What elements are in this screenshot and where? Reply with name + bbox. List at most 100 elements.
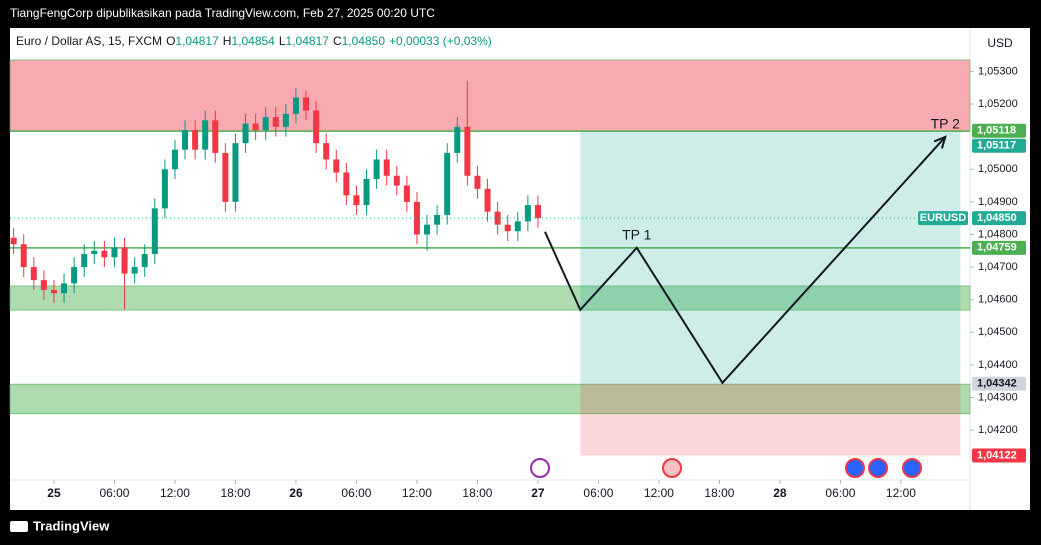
currency: USD xyxy=(987,36,1013,50)
candle-body xyxy=(71,267,78,284)
price-label-box xyxy=(972,211,1026,226)
candle-body xyxy=(272,117,279,127)
y-tick-label: 1,04900 xyxy=(978,196,1018,208)
x-tick-label: 06:00 xyxy=(99,486,129,500)
x-tick-label: 25 xyxy=(47,486,61,500)
y-tick-label: 1,04200 xyxy=(978,424,1018,436)
ohlc-key: C xyxy=(333,34,342,48)
candle-body xyxy=(484,188,491,212)
publisher: TiangFengCorp dipublikasikan pada Tradin… xyxy=(10,6,435,20)
zone xyxy=(9,285,971,311)
candle-body xyxy=(303,97,310,111)
candle-body xyxy=(323,143,330,160)
candle-body xyxy=(192,130,199,150)
candle-body xyxy=(413,201,420,235)
brand: TradingView xyxy=(33,518,110,533)
candle-body xyxy=(504,224,511,232)
candle-body xyxy=(61,283,68,294)
x-tick-label: 18:00 xyxy=(462,486,492,500)
candle-body xyxy=(292,97,299,114)
ohlc-value: 1,04817 xyxy=(175,34,219,48)
x-tick-label: 18:00 xyxy=(220,486,250,500)
y-tick-label: 1,05200 xyxy=(978,98,1018,110)
price-label-box xyxy=(972,123,1026,138)
candle-body xyxy=(81,254,88,268)
ohlc-key: L xyxy=(279,34,286,48)
candle-body xyxy=(474,175,481,189)
candle-body xyxy=(232,143,239,202)
y-tick-label: 1,04300 xyxy=(978,391,1018,403)
price-label: 1,05117 xyxy=(977,140,1016,152)
price-label: 1,04759 xyxy=(977,242,1017,254)
ohlc-value: 1,04854 xyxy=(231,34,275,48)
logo xyxy=(10,521,28,532)
ohlc-key: O xyxy=(166,34,175,48)
candle-body xyxy=(20,244,27,268)
candle-body xyxy=(444,152,451,215)
candle-body xyxy=(161,169,168,209)
candle-body xyxy=(212,120,219,153)
x-tick-label: 12:00 xyxy=(160,486,190,500)
price-label-box xyxy=(972,448,1026,463)
ohlc-value: 1,04817 xyxy=(286,34,330,48)
y-tick-label: 1,05000 xyxy=(978,163,1018,175)
projection-path xyxy=(544,136,947,385)
candle-body xyxy=(262,117,269,131)
change: +0,00033 (+0,03%) xyxy=(389,34,492,48)
candle-body xyxy=(10,237,17,245)
candle-body xyxy=(242,123,249,144)
candle-body xyxy=(151,208,158,255)
candle-body xyxy=(111,247,118,258)
x-tick-label: 18:00 xyxy=(704,486,734,500)
candle-body xyxy=(91,250,98,255)
y-tick-label: 1,05300 xyxy=(978,65,1018,77)
arrow-head xyxy=(933,135,947,149)
y-tick-label: 1,04500 xyxy=(978,326,1018,338)
y-tick-label: 1,04600 xyxy=(978,294,1018,306)
candle-body xyxy=(222,152,229,202)
x-tick-label: 12:00 xyxy=(402,486,432,500)
symbol-tag-box xyxy=(918,211,968,226)
candle-body xyxy=(534,205,541,219)
y-tick-label: 1,04800 xyxy=(978,228,1018,240)
annotation: TP 1 xyxy=(622,227,652,243)
symbol-line: Euro / Dollar AS, 15, FXCM O1,04817 H1,048… xyxy=(16,34,492,48)
x-tick-label: 27 xyxy=(531,486,545,500)
symbol: Euro / Dollar AS, 15, FXCM xyxy=(16,34,162,48)
candle-body xyxy=(363,179,370,206)
y-tick-label: 1,04700 xyxy=(978,261,1018,273)
x-tick-label: 28 xyxy=(773,486,787,500)
x-tick-label: 12:00 xyxy=(886,486,916,500)
candle-body xyxy=(333,159,340,173)
price-label: 1,04850 xyxy=(977,212,1017,224)
candle-body xyxy=(50,289,57,294)
candle-body xyxy=(121,247,128,274)
candle-body xyxy=(40,280,47,290)
zone xyxy=(9,59,971,132)
x-tick-label: 06:00 xyxy=(825,486,855,500)
symbol-tag: EURUSD xyxy=(920,212,967,224)
price-label-box xyxy=(972,240,1026,255)
candle-body xyxy=(424,224,431,235)
x-tick-label: 26 xyxy=(289,486,303,500)
candle-body xyxy=(434,214,441,225)
candle-body xyxy=(403,185,410,202)
candle-body xyxy=(494,211,501,225)
candle-body xyxy=(282,113,289,127)
candle-body xyxy=(252,123,259,131)
event-icons xyxy=(530,458,922,478)
candle-body xyxy=(182,130,189,150)
candle-body xyxy=(373,159,380,180)
zone xyxy=(9,383,971,415)
candle-body xyxy=(141,254,148,268)
x-tick-label: 06:00 xyxy=(583,486,613,500)
candle-body xyxy=(383,159,390,176)
candle-body xyxy=(202,120,209,150)
ohlc-key: H xyxy=(223,34,232,48)
candle-body xyxy=(464,126,471,176)
candle-body xyxy=(393,175,400,186)
profit-area xyxy=(580,131,961,384)
candle-body xyxy=(313,110,320,144)
